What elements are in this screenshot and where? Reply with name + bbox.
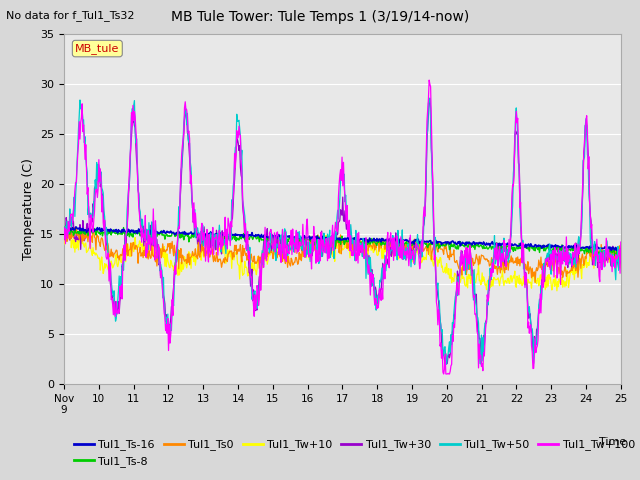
Text: No data for f_Tul1_Ts32: No data for f_Tul1_Ts32 [6, 10, 135, 21]
Text: MB Tule Tower: Tule Temps 1 (3/19/14-now): MB Tule Tower: Tule Temps 1 (3/19/14-now… [171, 10, 469, 24]
Text: MB_tule: MB_tule [75, 43, 120, 54]
Y-axis label: Temperature (C): Temperature (C) [22, 158, 35, 260]
Legend: Tul1_Ts-16, Tul1_Ts-8, Tul1_Ts0, Tul1_Tw+10, Tul1_Tw+30, Tul1_Tw+50, Tul1_Tw+100: Tul1_Ts-16, Tul1_Ts-8, Tul1_Ts0, Tul1_Tw… [70, 435, 639, 471]
Text: Time: Time [599, 437, 627, 446]
